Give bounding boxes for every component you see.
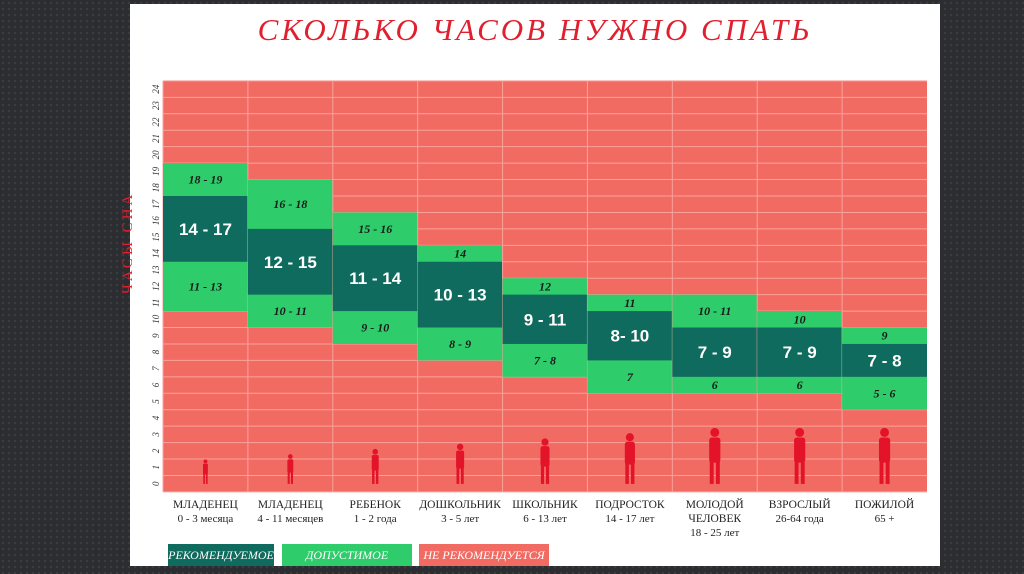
acceptable-top-label: 10 - 11 — [698, 304, 731, 318]
person-silhouette-icon — [794, 427, 806, 484]
person-silhouette-icon — [202, 459, 208, 484]
y-tick-label: 16 — [151, 216, 161, 226]
category-name: ПОДРОСТОК — [595, 499, 665, 511]
y-tick-label: 19 — [151, 166, 161, 176]
y-tick-label: 7 — [151, 366, 161, 371]
recommended-bar — [247, 228, 333, 295]
person-silhouette-icon — [371, 448, 379, 484]
acceptable-bottom-label: 8 - 9 — [449, 337, 471, 351]
category-age: 18 - 25 лет — [690, 527, 739, 539]
category-name: ЧЕЛОВЕК — [688, 513, 741, 525]
y-tick-label: 4 — [151, 415, 161, 420]
person-silhouette-icon — [456, 443, 465, 484]
recommended-label: 7 - 9 — [698, 343, 732, 362]
y-tick-label: 14 — [151, 249, 161, 258]
recommended-label: 7 - 8 — [868, 351, 902, 370]
legend-recommended: РЕКОМЕНДУЕМОЕ — [168, 544, 274, 566]
category-age: 6 - 13 лет — [523, 513, 567, 525]
y-tick-label: 17 — [151, 199, 161, 209]
y-tick-label: 20 — [151, 150, 161, 160]
y-tick-label: 6 — [151, 382, 161, 387]
y-tick-label: 1 — [151, 465, 161, 470]
y-tick-label: 22 — [151, 117, 161, 127]
acceptable-bottom-label: 5 - 6 — [874, 386, 896, 400]
category-age: 4 - 11 месяцев — [257, 513, 323, 525]
category-name: ВЗРОСЛЫЙ — [769, 497, 831, 511]
acceptable-bottom-label: 10 - 11 — [274, 304, 307, 318]
acceptable-bottom-label: 7 - 8 — [534, 353, 556, 367]
acceptable-top-label: 18 - 19 — [188, 173, 222, 187]
acceptable-top-label: 15 - 16 — [358, 222, 392, 236]
acceptable-bottom-label: 7 — [627, 370, 634, 384]
y-tick-label: 13 — [151, 265, 161, 275]
y-tick-label: 8 — [151, 349, 161, 354]
recommended-label: 10 - 13 — [434, 286, 487, 305]
category-name: ДОШКОЛЬНИК — [419, 499, 501, 511]
acceptable-top-label: 9 — [882, 329, 888, 343]
person-silhouette-icon — [540, 438, 550, 484]
y-tick-label: 10 — [151, 314, 161, 324]
category-age: 65 + — [875, 513, 895, 525]
acceptable-top-label: 12 — [539, 279, 551, 293]
recommended-label: 14 - 17 — [179, 220, 232, 239]
recommended-bar — [332, 245, 418, 312]
category-name: МЛАДЕНЕЦ — [173, 499, 239, 511]
recommended-label: 8- 10 — [611, 327, 650, 346]
category-age: 26-64 года — [776, 513, 824, 525]
acceptable-top-label: 10 — [794, 312, 806, 326]
recommended-label: 9 - 11 — [524, 310, 567, 329]
recommended-bar — [842, 343, 927, 377]
recommended-label: 12 - 15 — [264, 253, 317, 272]
category-name: ПОЖИЛОЙ — [855, 497, 914, 511]
y-tick-label: 5 — [151, 399, 161, 404]
y-tick-label: 21 — [151, 134, 161, 143]
person-silhouette-icon — [287, 454, 294, 484]
recommended-bar — [502, 294, 588, 344]
person-silhouette-icon — [878, 427, 891, 484]
legend-acceptable: ДОПУСТИМОЕ — [282, 544, 412, 566]
recommended-bar — [672, 327, 758, 377]
legend-not-recommended: НЕ РЕКОМЕНДУЕТСЯ — [419, 544, 549, 566]
person-silhouette-icon — [624, 433, 635, 484]
category-name: РЕБЕНОК — [350, 499, 402, 511]
acceptable-bottom-label: 6 — [712, 378, 718, 392]
category-name: МЛАДЕНЕЦ — [258, 499, 324, 511]
category-name: МОЛОДОЙ — [686, 497, 744, 511]
acceptable-bottom-label: 6 — [797, 378, 803, 392]
sleep-chart: 0123456789101112131415161718192021222324… — [151, 80, 927, 539]
recommended-bar — [587, 311, 673, 361]
y-tick-label: 12 — [151, 281, 161, 291]
y-tick-label: 0 — [151, 481, 161, 486]
y-tick-label: 3 — [151, 432, 161, 438]
recommended-label: 11 - 14 — [349, 269, 402, 288]
y-tick-label: 18 — [151, 183, 161, 193]
acceptable-top-label: 16 - 18 — [273, 197, 307, 211]
y-tick-label: 2 — [151, 448, 161, 453]
recommended-bar — [417, 261, 503, 328]
y-tick-label: 24 — [151, 84, 161, 94]
category-age: 3 - 5 лет — [441, 513, 479, 525]
y-tick-label: 15 — [151, 232, 161, 242]
recommended-label: 7 - 9 — [783, 343, 817, 362]
category-age: 0 - 3 месяца — [178, 513, 234, 525]
y-tick-label: 23 — [151, 101, 161, 111]
acceptable-bottom-label: 9 - 10 — [361, 321, 389, 335]
recommended-bar — [163, 196, 248, 262]
y-tick-label: 11 — [151, 299, 161, 307]
person-silhouette-icon — [709, 427, 721, 484]
recommended-bar — [757, 327, 843, 377]
acceptable-top-label: 14 — [454, 247, 466, 261]
category-age: 14 - 17 лет — [605, 513, 654, 525]
acceptable-top-label: 11 — [624, 296, 635, 310]
chart-title: СКОЛЬКО ЧАСОВ НУЖНО СПАТЬ — [257, 12, 813, 47]
y-tick-label: 9 — [151, 333, 161, 338]
category-age: 1 - 2 года — [354, 513, 397, 525]
acceptable-bottom-label: 11 - 13 — [189, 279, 222, 293]
category-name: ШКОЛЬНИК — [512, 499, 578, 511]
